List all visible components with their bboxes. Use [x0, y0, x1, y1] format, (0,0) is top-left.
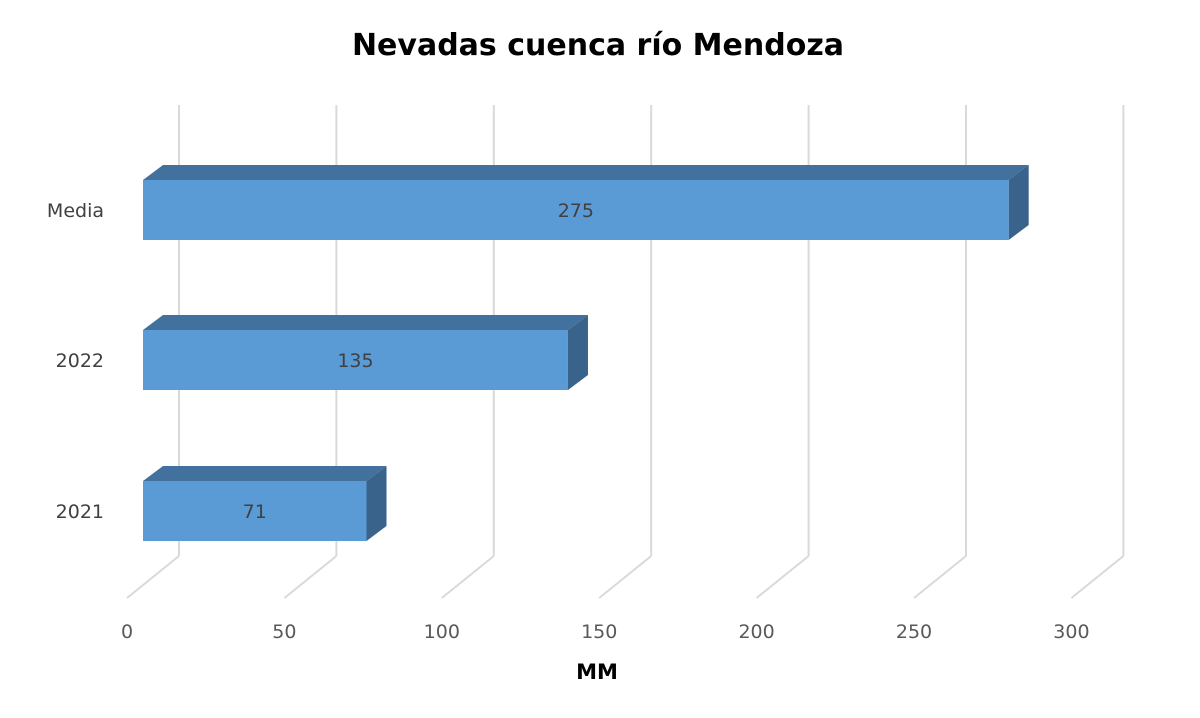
x-tick-label: 300 [1053, 621, 1089, 643]
gridline-floor [441, 555, 495, 599]
bar-2022: 135 [143, 315, 588, 390]
bar-front-face [143, 180, 1009, 240]
x-tick-label: 50 [272, 621, 296, 643]
gridline-floor [283, 555, 338, 599]
x-axis-title: MM [576, 660, 618, 684]
gridline-floor [1070, 555, 1125, 599]
gridline-floor [126, 555, 180, 599]
x-axis-ticks: 0 50 100 150 200 250 300 [121, 621, 1090, 643]
bar-top-face [143, 165, 1029, 180]
category-label: 2021 [56, 501, 104, 523]
category-label: Media [47, 200, 104, 222]
x-tick-label: 200 [738, 621, 774, 643]
y-axis-categories: Media 2022 2021 [47, 200, 104, 523]
bar-front-face [143, 481, 367, 541]
x-tick-label: 150 [581, 621, 617, 643]
x-tick-label: 250 [896, 621, 932, 643]
data-label: 71 [243, 501, 267, 523]
bar-2021: 71 [143, 466, 387, 541]
data-label: 135 [337, 350, 373, 372]
bars: 275 135 71 [143, 165, 1029, 541]
gridline-floor [598, 555, 652, 599]
data-label: 275 [558, 200, 594, 222]
bar-front-face [143, 330, 568, 390]
x-tick-label: 0 [121, 621, 133, 643]
category-label: 2022 [56, 350, 104, 372]
gridline-floor [755, 555, 810, 599]
x-tick-label: 100 [424, 621, 460, 643]
bar-top-face [143, 466, 387, 481]
gridline-floor [913, 555, 967, 599]
bar-media: 275 [143, 165, 1029, 240]
bar-top-face [143, 315, 588, 330]
chart-title: Nevadas cuenca río Mendoza [352, 28, 844, 63]
bar-side-face [567, 315, 588, 390]
bar-side-face [1008, 165, 1029, 240]
bar-side-face [366, 466, 387, 541]
